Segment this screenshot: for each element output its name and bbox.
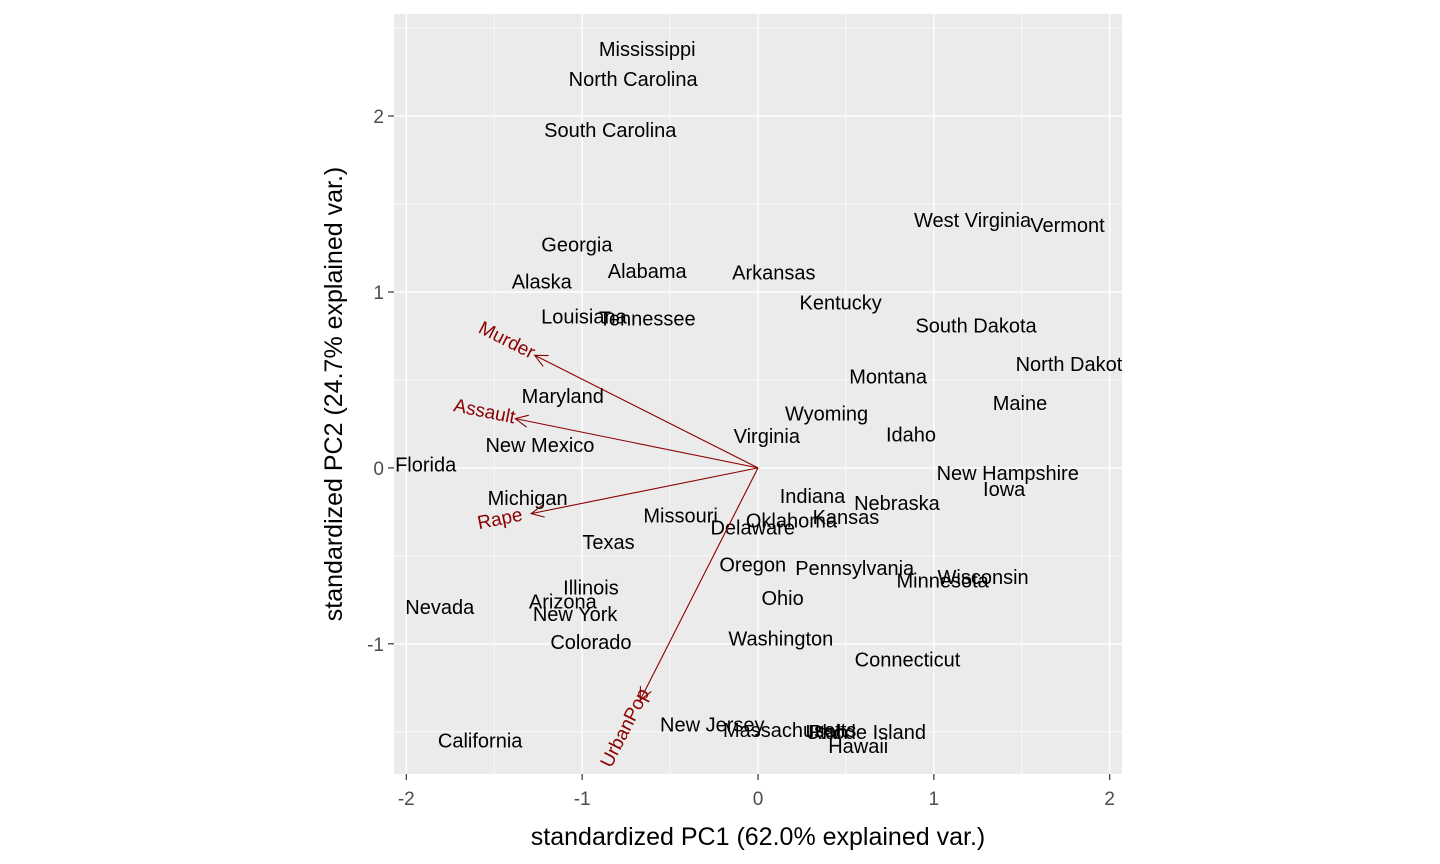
x-axis-title: standardized PC1 (62.0% explained var.) [531,823,985,851]
x-tick-label: 0 [753,789,764,810]
state-label: Alaska [512,271,573,293]
grid-major [394,14,1122,774]
y-tick-label: 1 [373,283,384,304]
state-label: Maine [993,393,1047,415]
state-label: Idaho [886,424,936,446]
state-label: Pennsylvania [795,558,915,580]
state-label: North Dakota [1016,354,1135,376]
loading-arrowhead [533,354,549,367]
loading-arrow [639,467,759,701]
state-label: Michigan [488,488,568,510]
loading-arrow [515,418,759,469]
state-label: Wyoming [785,403,868,425]
state-label: New Hampshire [937,463,1079,485]
state-label: Arkansas [732,263,815,285]
state-label: Florida [395,454,457,476]
y-axis: -1 0 1 2 [367,107,394,656]
state-label: Maryland [522,386,604,408]
state-label: Nebraska [854,493,940,515]
state-label: North Carolina [569,69,699,91]
loading-arrow [534,354,759,469]
state-label: Arizona [529,592,598,614]
x-tick-label: 2 [1104,789,1115,810]
state-label: Kansas [813,507,880,529]
state-label: Nevada [405,597,475,619]
state-label: Illinois [563,578,619,600]
state-label: Minnesota [896,570,989,592]
state-label: West Virginia [914,210,1032,232]
loading-arrows [514,354,759,702]
state-label: New Mexico [485,435,594,457]
loading-arrowhead [529,504,545,518]
state-label: Kentucky [800,293,882,315]
state-label: New Jersey [660,715,764,737]
state-label: California [438,731,523,753]
state-label: Oklahoma [746,511,838,533]
state-label: Alabama [608,261,688,283]
state-label: Louisiana [541,307,628,329]
x-tick-label: -2 [398,789,415,810]
state-label: Indiana [780,486,846,508]
state-label: Utah [805,722,847,744]
y-tick-label: 2 [373,107,384,128]
state-label: Iowa [983,479,1026,501]
state-label: Mississippi [599,39,696,61]
state-label: Ohio [761,588,803,610]
state-label: Connecticut [855,650,961,672]
state-label: Colorado [550,632,631,654]
state-label: Washington [728,629,833,651]
state-label: Hawaii [828,736,888,758]
x-tick-label: 1 [929,789,940,810]
state-label: Georgia [541,234,613,256]
state-label: Rhode Island [808,722,926,744]
loading-arrowhead [639,686,652,702]
loading-arrow [531,467,759,515]
state-label: Delaware [710,518,794,540]
y-tick-label: 0 [373,459,384,480]
state-label: Tennessee [599,308,696,330]
state-label: South Dakota [915,315,1037,337]
state-label: South Carolina [544,120,677,142]
state-labels: Mississippi North Carolina South Carolina W… [395,39,1135,758]
x-tick-label: -1 [574,789,591,810]
state-label: Oregon [719,555,786,577]
state-label: Massachusetts [723,720,856,742]
state-label: Virginia [734,426,801,448]
state-label: New York [533,604,618,626]
y-tick-label: -1 [367,635,384,656]
state-label: Vermont [1030,215,1105,237]
state-label: Missouri [643,505,717,527]
state-label: Texas [582,532,634,554]
state-label: Wisconsin [938,567,1029,589]
state-label: Montana [849,366,928,388]
y-axis-title: standardized PC2 (24.7% explained var.) [320,167,348,621]
loading-arrowhead [514,414,530,428]
x-axis: -2 -1 0 1 2 [398,774,1115,810]
